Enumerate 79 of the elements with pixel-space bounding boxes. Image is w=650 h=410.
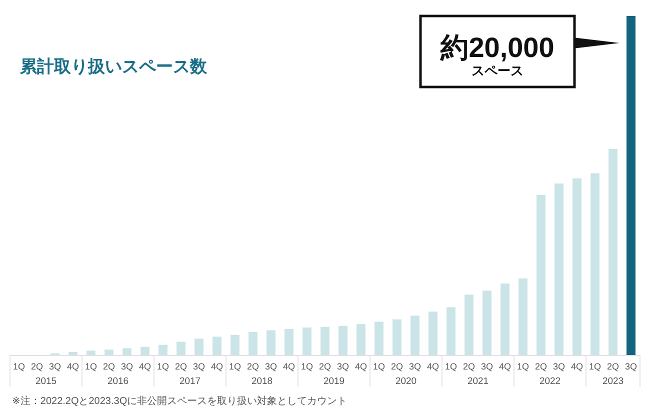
x-tick-label: 2Q (318, 362, 332, 372)
text: ※注：2022.2Qと2023.3Qに非公開スペースを取り扱い対象としてカウント (12, 395, 348, 407)
x-tick-label: 3Q (336, 362, 350, 372)
annotation: 約20,000 スペース (440, 32, 554, 78)
bar (68, 352, 78, 355)
x-tick-label: 1Q (588, 362, 602, 372)
bar (608, 148, 618, 355)
bar (410, 316, 420, 355)
x-tick-label: 1Q (84, 362, 98, 372)
bar (122, 348, 132, 355)
bar (248, 332, 258, 355)
x-tick-label: 2Q (174, 362, 188, 372)
x-tick-label: 1Q (516, 362, 530, 372)
bar (284, 328, 294, 355)
text: 2018 (251, 376, 273, 387)
bar (158, 344, 168, 355)
x-tick-label: 3Q (480, 362, 494, 372)
bar (338, 326, 348, 355)
text: 2019 (323, 376, 345, 387)
x-tick-label: 1Q (156, 362, 170, 372)
bar (590, 173, 600, 355)
bar (500, 283, 510, 355)
x-tick-label: 3Q (552, 362, 566, 372)
x-tick-label: 4Q (66, 362, 80, 372)
x-tick-label: 3Q (192, 362, 206, 372)
x-tick-label: 1Q (372, 362, 386, 372)
bar (176, 342, 186, 355)
x-tick-label: 3Q (408, 362, 422, 372)
text: 2017 (179, 376, 201, 387)
bar (428, 312, 438, 355)
bar (482, 290, 492, 355)
x-tick-label: 4Q (570, 362, 584, 372)
x-tick-label: 1Q (300, 362, 314, 372)
bar (518, 278, 528, 355)
x-tick-label: 2Q (462, 362, 476, 372)
text: 2016 (107, 376, 129, 387)
x-tick-label: 2Q (534, 362, 548, 372)
bar (266, 330, 276, 355)
bar (140, 346, 150, 355)
bar (230, 335, 240, 355)
x-tick-label: 1Q (12, 362, 26, 372)
text: 2022 (539, 376, 561, 387)
bar (86, 350, 96, 355)
x-tick-label: 3Q (120, 362, 134, 372)
bar (320, 326, 330, 355)
x-tick-label: 3Q (624, 362, 638, 372)
x-tick-label: 2Q (102, 362, 116, 372)
bar (104, 350, 114, 355)
bar (356, 324, 366, 355)
x-tick-label: 4Q (210, 362, 224, 372)
text: 2021 (467, 376, 489, 387)
bar (464, 294, 474, 355)
bar (374, 322, 384, 355)
bar (626, 16, 636, 355)
x-tick-label: 4Q (282, 362, 296, 372)
x-tick-label: 3Q (48, 362, 62, 372)
x-tick-label: 2Q (246, 362, 260, 372)
text: 2015 (35, 376, 57, 387)
bar (212, 336, 222, 355)
x-tick-label: 4Q (138, 362, 152, 372)
x-tick-label: 3Q (264, 362, 278, 372)
x-tick-label: 2Q (390, 362, 404, 372)
x-tick-label: 4Q (426, 362, 440, 372)
bar (194, 338, 204, 355)
x-tick-label: 4Q (354, 362, 368, 372)
bar (446, 307, 456, 355)
x-tick-label: 2Q (30, 362, 44, 372)
x-tick-label: 1Q (444, 362, 458, 372)
x-tick-label: 4Q (498, 362, 512, 372)
text: 累計取り扱いスペース数 (19, 57, 208, 76)
bar (392, 319, 402, 355)
x-tick-label: 2Q (606, 362, 620, 372)
text: 2023 (602, 376, 624, 387)
bar (572, 178, 582, 355)
text: 2020 (395, 376, 417, 387)
bar (536, 194, 546, 355)
x-tick-label: 1Q (228, 362, 242, 372)
bar (554, 183, 564, 355)
bar (302, 328, 312, 355)
